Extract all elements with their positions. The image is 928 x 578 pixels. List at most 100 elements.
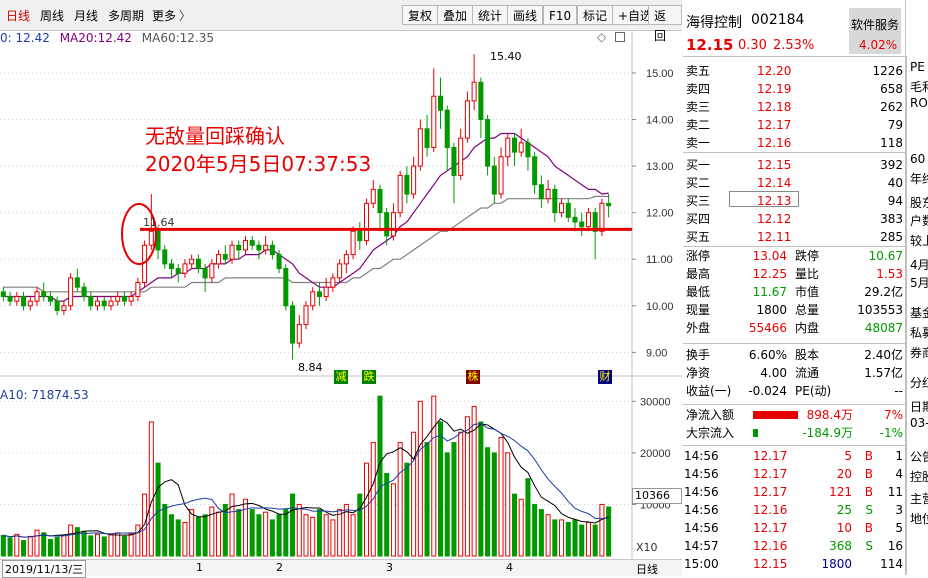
info-strip-label[interactable]: 较上: [910, 234, 928, 248]
info-strip-label[interactable]: 毛利: [910, 80, 928, 94]
volume-bar: [34, 529, 40, 557]
info-strip-label[interactable]: 基金: [910, 306, 928, 320]
panel-divider: [905, 0, 906, 575]
draw-line-button[interactable]: 画线: [507, 5, 544, 25]
volume-bar: [572, 519, 578, 557]
fundamental-label: PE(动): [795, 384, 832, 398]
marker-finance[interactable]: 财: [598, 370, 612, 384]
info-strip-label[interactable]: 5月: [910, 276, 928, 290]
info-strip-label[interactable]: PE: [910, 60, 925, 74]
info-strip-label[interactable]: 60: [910, 152, 926, 166]
high-label: 15.40: [490, 50, 522, 63]
order-book-divider: [683, 152, 905, 153]
ma20-label: MA20:: [59, 31, 98, 45]
tab-daily[interactable]: 日线: [6, 9, 31, 23]
fundamental-row: 收益(一) -0.024 PE(动) --: [683, 382, 905, 400]
ask-row[interactable]: 卖五 12.20 1226: [683, 62, 905, 80]
info-strip: PE 毛利 RO 60 年终股东户数较上 4月 5月基金私募券商分红日期 03- 公告控股主营地…: [906, 56, 928, 575]
ask-row[interactable]: 卖一 12.16 118: [683, 134, 905, 152]
volume-bar: [451, 442, 457, 557]
back-button[interactable]: 返回: [648, 5, 682, 43]
bid-row[interactable]: 买一 12.15 392: [683, 156, 905, 174]
bid-row[interactable]: 买四 12.12 383: [683, 210, 905, 228]
price-axis: 15.00 14.00 13.00 12.00 11.00 10.00 9.00: [632, 68, 674, 359]
tab-more[interactable]: 更多: [152, 9, 177, 23]
volume-bar: [269, 519, 275, 557]
restore-rights-button[interactable]: 复权: [402, 5, 439, 25]
candle-body: [606, 202, 612, 207]
volume-bar: [7, 537, 13, 557]
bid-row[interactable]: 买五 12.11 285: [683, 228, 905, 246]
overlay-button[interactable]: 叠加: [437, 5, 474, 25]
volume-bar: [21, 540, 27, 557]
volume-bar: [216, 511, 222, 557]
mark-button[interactable]: 标记: [577, 5, 614, 25]
candle-body: [599, 202, 605, 232]
info-strip-label[interactable]: RO: [910, 96, 928, 110]
candle-body: [276, 254, 282, 270]
marker-fall[interactable]: 跌: [362, 370, 376, 384]
tick-side: B: [864, 521, 873, 535]
volume-bar: [115, 532, 121, 557]
f10-button[interactable]: F10: [543, 5, 578, 25]
stat-row: 外盘 55466 内盘 48087: [683, 319, 905, 337]
candle-body: [458, 137, 464, 176]
tick-row: 14:56 12.17 20 B 4: [683, 465, 905, 483]
info-strip-label[interactable]: 券商: [910, 346, 928, 360]
statistics-button[interactable]: 统计: [472, 5, 509, 25]
stock-code: 002184: [751, 12, 805, 28]
bid-row[interactable]: 买二 12.14 40: [683, 174, 905, 192]
volume-bar: [175, 519, 181, 557]
candle-body: [121, 295, 127, 302]
info-strip-label[interactable]: 户数: [910, 214, 928, 228]
volume-bar: [323, 514, 329, 557]
ask-row[interactable]: 卖三 12.18 262: [683, 98, 905, 116]
info-strip-label[interactable]: 地位: [910, 512, 928, 526]
tick-price: 12.17: [753, 485, 788, 499]
info-strip-label[interactable]: 日期: [910, 400, 928, 414]
info-strip-label[interactable]: 年终: [910, 172, 928, 186]
ask-row[interactable]: 卖二 12.17 79: [683, 116, 905, 134]
volume-bar: [485, 447, 491, 557]
tab-multi-period[interactable]: 多周期: [108, 9, 145, 23]
window-icon[interactable]: [615, 32, 625, 42]
volume-legend: A10: 71874.53: [0, 388, 89, 402]
info-strip-label[interactable]: 股东: [910, 196, 928, 210]
volume-bar: [559, 519, 565, 557]
flow-pct: -1%: [879, 426, 903, 440]
kline-chart[interactable]: 15.00 14.00 13.00 12.00 11.00 10.00 9.00 30000…: [0, 31, 682, 559]
diamond-icon[interactable]: ◇: [597, 30, 607, 44]
candle-body: [148, 230, 154, 246]
info-strip-label[interactable]: 分红: [910, 376, 928, 390]
volume-bar: [61, 534, 67, 557]
volume-bar: [182, 521, 188, 557]
tab-monthly[interactable]: 月线: [74, 9, 99, 23]
marker-reduce[interactable]: 减: [334, 370, 348, 384]
marker-stock[interactable]: 株: [466, 370, 480, 384]
info-strip-label[interactable]: 私募: [910, 326, 928, 340]
tick-time: 14:56: [684, 449, 719, 463]
info-strip-label[interactable]: 03-: [910, 416, 928, 430]
info-strip-label[interactable]: 公告: [910, 450, 928, 464]
info-strip-label[interactable]: 主营: [910, 492, 928, 506]
bottom-tab-daily[interactable]: 日线: [636, 563, 658, 576]
tick-count: 4: [895, 467, 903, 481]
chevron-right-icon[interactable]: 〉: [179, 9, 192, 23]
info-strip-label[interactable]: 控股: [910, 470, 928, 484]
add-watchlist-button[interactable]: +自选: [612, 5, 659, 25]
ask-row[interactable]: 卖四 12.19 658: [683, 80, 905, 98]
fundamental-label: 流通: [795, 366, 820, 380]
info-strip-label[interactable]: 4月: [910, 258, 928, 272]
tab-weekly[interactable]: 周线: [40, 9, 65, 23]
tick-time: 14:56: [684, 485, 719, 499]
stat-label: 外盘: [686, 321, 711, 335]
volume-bar: [357, 493, 363, 557]
bid-row[interactable]: 买三 12.13 94: [683, 192, 905, 210]
stat-label: 跌停: [795, 249, 820, 263]
cursor-date: 2019/11/13/三: [2, 560, 87, 578]
sector-box[interactable]: 软件服务 4.02%: [849, 8, 901, 54]
tick-side: B: [864, 485, 873, 499]
candle-body: [242, 240, 248, 251]
candle-body: [27, 300, 33, 307]
stats-divider: [683, 246, 905, 247]
